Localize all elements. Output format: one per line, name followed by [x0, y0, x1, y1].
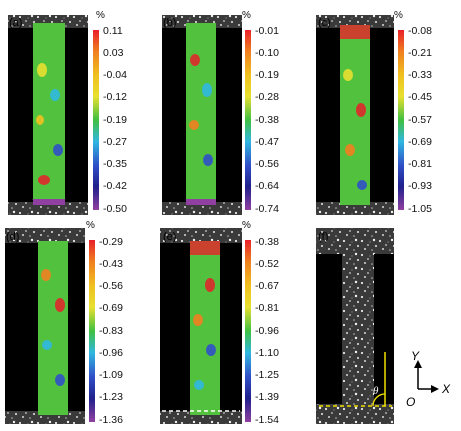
- x-arrowhead: [431, 385, 439, 393]
- unit-symbol: %: [242, 10, 251, 21]
- tick-label: -0.19: [255, 69, 279, 81]
- colorbar: [245, 30, 251, 210]
- origin-label: O: [406, 395, 415, 409]
- tick-label: -0.64: [255, 180, 279, 192]
- tick-label: -0.81: [408, 158, 432, 170]
- tick-label: -0.04: [103, 69, 127, 81]
- tick-label: -0.35: [103, 158, 127, 170]
- tick-label: -0.21: [408, 47, 432, 59]
- tick-label: -1.25: [255, 369, 279, 381]
- tick-label: -0.12: [103, 91, 127, 103]
- speckle-top: [316, 228, 394, 254]
- tick-label: -0.69: [99, 302, 123, 314]
- y-axis-label: Y: [411, 349, 420, 363]
- tick-label: -1.39: [255, 391, 279, 403]
- tick-label: -0.43: [99, 258, 123, 270]
- speckle-bottom: [8, 202, 88, 215]
- angle-arc: [372, 393, 386, 407]
- strain-field: [186, 23, 216, 205]
- panel-label: (c): [318, 17, 331, 29]
- panel-label: (a): [9, 17, 22, 29]
- tick-label: -0.19: [103, 114, 127, 126]
- tick-label: -0.93: [408, 180, 432, 192]
- tick-label: -0.83: [99, 325, 123, 337]
- tick-label: -0.47: [255, 136, 279, 148]
- panel-e: (e) % -0.38 -0.52 -0.67 -0.81 -0.96 -1.1…: [160, 220, 279, 426]
- tick-label: -1.09: [99, 369, 123, 381]
- tick-label: -0.96: [99, 347, 123, 359]
- tick-label: -0.96: [255, 325, 279, 337]
- tick-label: -1.23: [99, 391, 123, 403]
- tick-label: -0.57: [408, 114, 432, 126]
- strain-field: [38, 241, 68, 415]
- tick-label: -0.50: [103, 203, 127, 215]
- tick-label: -0.08: [408, 25, 432, 37]
- tick-label: -0.28: [255, 91, 279, 103]
- speckle-bottom: [316, 404, 394, 424]
- tick-label: 0.03: [103, 47, 124, 59]
- y-arrowhead: [414, 360, 422, 368]
- tick-label: -0.42: [103, 180, 127, 192]
- panel-label: (b): [163, 17, 176, 29]
- tick-label: -1.05: [408, 203, 432, 215]
- colorbar: [93, 30, 99, 210]
- panel-b: (b) % -0.01 -0.10 -0.19 -0.28 -0.38 -0.4…: [162, 10, 279, 215]
- tick-label: -0.01: [255, 25, 279, 37]
- speckle-top: [8, 15, 88, 28]
- tick-label: -1.10: [255, 347, 279, 359]
- colorbar: [89, 240, 95, 422]
- panel-c: (c) % -0.08 -0.21 -0.33 -0.45 -0.57 -0.6…: [316, 10, 432, 215]
- panel-f: θ (f): [316, 228, 394, 424]
- tick-label: -0.56: [99, 280, 123, 292]
- unit-symbol: %: [394, 10, 403, 21]
- colorbar: [245, 240, 251, 422]
- tick-label: -0.33: [408, 69, 432, 81]
- tick-label: -1.36: [99, 414, 123, 426]
- tick-label: -0.38: [255, 236, 279, 248]
- colorbar: [398, 30, 404, 210]
- strain-field: [340, 25, 370, 205]
- x-axis-label: X: [441, 382, 451, 396]
- tick-label: -0.56: [255, 158, 279, 170]
- coordinate-axes: Y X O: [406, 349, 451, 409]
- tick-label: -0.81: [255, 302, 279, 314]
- panel-d: (d) % -0.29 -0.43 -0.56 -0.69 -0.83 -0.9…: [5, 220, 123, 426]
- tick-label: -0.52: [255, 258, 279, 270]
- panel-a: (a) % 0.11 0.03 -0.04 -0.12 -0.19 -0.27 …: [8, 10, 127, 215]
- tick-label: -0.74: [255, 203, 279, 215]
- tick-label: -0.38: [255, 114, 279, 126]
- tick-label: -1.54: [255, 414, 279, 426]
- tick-label: -0.67: [255, 280, 279, 292]
- panel-label: (f): [318, 231, 328, 243]
- tick-label: -0.29: [99, 236, 123, 248]
- tick-label: -0.10: [255, 47, 279, 59]
- panel-label: (e): [163, 231, 176, 243]
- speckle-specimen: [342, 254, 374, 424]
- tick-label: -0.69: [408, 136, 432, 148]
- unit-symbol: %: [96, 10, 105, 21]
- unit-symbol: %: [86, 220, 95, 231]
- angle-label: θ: [373, 385, 379, 397]
- panel-label: (d): [6, 231, 19, 243]
- tick-label: -0.45: [408, 91, 432, 103]
- tick-label: 0.11: [103, 25, 123, 37]
- tick-label: -0.27: [103, 136, 127, 148]
- strain-field: [190, 241, 220, 415]
- unit-symbol: %: [242, 220, 251, 231]
- strain-field: [33, 23, 65, 205]
